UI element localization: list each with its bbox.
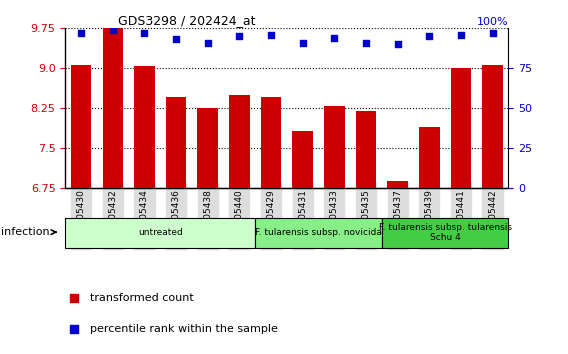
Bar: [229, 95, 250, 188]
Text: F. tularensis subsp. tularensis
Schu 4: F. tularensis subsp. tularensis Schu 4: [378, 223, 512, 242]
Text: 100%: 100%: [477, 17, 508, 27]
Point: [70, 326, 79, 332]
Text: transformed count: transformed count: [90, 292, 194, 303]
Text: percentile rank within the sample: percentile rank within the sample: [90, 324, 278, 335]
Point: [488, 30, 497, 36]
Bar: [482, 65, 503, 188]
Bar: [387, 181, 408, 188]
Bar: [382, 218, 508, 248]
Point: [393, 41, 402, 47]
Bar: [356, 111, 376, 188]
Point: [70, 295, 79, 300]
Point: [266, 32, 275, 38]
Point: [456, 32, 465, 38]
Bar: [198, 108, 218, 188]
Point: [361, 40, 370, 46]
Bar: [71, 65, 91, 188]
Point: [172, 37, 181, 42]
Bar: [65, 218, 255, 248]
Bar: [324, 107, 345, 188]
Bar: [166, 97, 186, 188]
Text: infection: infection: [1, 227, 56, 237]
Bar: [293, 131, 313, 188]
Point: [140, 30, 149, 36]
Point: [235, 34, 244, 39]
Bar: [134, 66, 154, 188]
Point: [108, 27, 118, 33]
Bar: [261, 97, 281, 188]
Bar: [255, 218, 382, 248]
Point: [298, 40, 307, 46]
Point: [77, 30, 86, 36]
Point: [203, 40, 212, 46]
Bar: [450, 68, 471, 188]
Text: untreated: untreated: [138, 228, 183, 237]
Text: F. tularensis subsp. novicida: F. tularensis subsp. novicida: [255, 228, 382, 237]
Text: GDS3298 / 202424_at: GDS3298 / 202424_at: [119, 14, 256, 27]
Bar: [419, 127, 440, 188]
Point: [330, 35, 339, 41]
Point: [425, 34, 434, 39]
Bar: [102, 28, 123, 188]
